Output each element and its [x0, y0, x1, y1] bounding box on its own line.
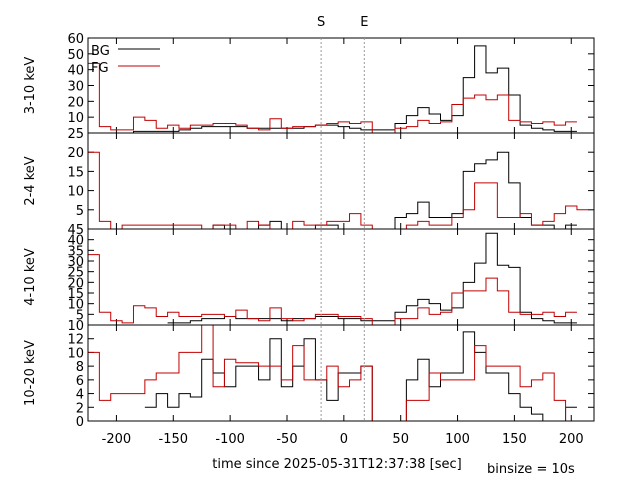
x-tick-label: 50	[392, 432, 409, 447]
panel-1-ytick-label: 5	[76, 204, 84, 219]
panel-0-series-bg	[122, 45, 577, 134]
panel-3-ytick-label: 6	[76, 374, 84, 389]
panel-0-ytick-label: 10	[67, 111, 84, 126]
panel-0-ytick-label: 30	[67, 80, 84, 95]
panel-1-series-fg	[88, 151, 589, 230]
panel-2-ytick-label: 40	[67, 234, 84, 249]
panel-2-ytick-label: 35	[67, 244, 84, 259]
x-axis-label: time since 2025-05-31T12:37:38 [sec]	[212, 457, 461, 472]
panel-0-frame	[87, 37, 595, 134]
panel-2-ytick-label: 20	[67, 276, 84, 291]
panel-0-ytick-label: 50	[67, 48, 84, 63]
panel-3-ytick-label: 12	[67, 333, 84, 348]
panel-0-ytick-label: 20	[67, 95, 84, 110]
panel-3-ytick-label: 2	[76, 401, 84, 416]
marker-label-s: S	[317, 15, 325, 30]
panel-3-ytick-label: 10	[67, 346, 84, 361]
panel-3-series-fg	[88, 324, 577, 422]
x-tick-label: -50	[276, 432, 297, 447]
panel-2-y-label: 4-10 keV	[23, 248, 38, 306]
x-tick-label: 150	[502, 432, 527, 447]
x-tick-label: 0	[340, 432, 348, 447]
panel-1-ytick-label: 15	[67, 165, 84, 180]
x-tick-label: -100	[215, 432, 245, 447]
panel-2-ytick-label: 15	[67, 287, 84, 302]
panel-1-ytick-label: 10	[67, 185, 84, 200]
panel-0-ytick-label: 40	[67, 64, 84, 79]
panel-2-ytick-label: 30	[67, 255, 84, 270]
x-tick-label: 100	[445, 432, 470, 447]
legend-bg-label: BG	[91, 44, 110, 59]
panel-1-ytick-label: 20	[67, 146, 84, 161]
panel-1-ytick-label: 25	[67, 127, 84, 142]
panel-2-ytick-label: 45	[67, 223, 84, 238]
legend-fg-label: FG	[91, 61, 109, 76]
panel-3-ytick-label: 4	[76, 388, 84, 403]
x-tick-label: -200	[102, 432, 132, 447]
marker-label-e: E	[360, 15, 368, 30]
panel-3-ytick-label: 8	[76, 360, 84, 375]
panel-0-ytick-label: 60	[67, 32, 84, 47]
x-tick-label: 200	[559, 432, 584, 447]
panel-3-ytick-label: 0	[76, 415, 84, 430]
binsize-label: binsize = 10s	[487, 462, 575, 477]
panel-1-y-label: 2-4 keV	[23, 156, 38, 205]
panel-2-series-bg	[167, 232, 577, 324]
panel-2-ytick-label: 10	[67, 298, 84, 313]
panel-3-frame	[87, 324, 595, 422]
panel-1-frame	[87, 132, 595, 230]
panel-2-frame	[87, 228, 595, 326]
panel-2-ytick-label: 5	[76, 308, 84, 323]
panel-2-ytick-label: 25	[67, 266, 84, 281]
panel-0-series-fg	[88, 62, 577, 134]
panel-3-y-label: 10-20 keV	[23, 340, 38, 406]
legend: BG FG	[91, 44, 160, 76]
panel-2-ybottom-label: 10	[67, 319, 84, 334]
panel-1: 2-4 keV 5 10 15 20 25	[23, 127, 595, 230]
x-tick-label: -150	[159, 432, 189, 447]
panel-0-y-label: 3-10 keV	[23, 57, 38, 115]
